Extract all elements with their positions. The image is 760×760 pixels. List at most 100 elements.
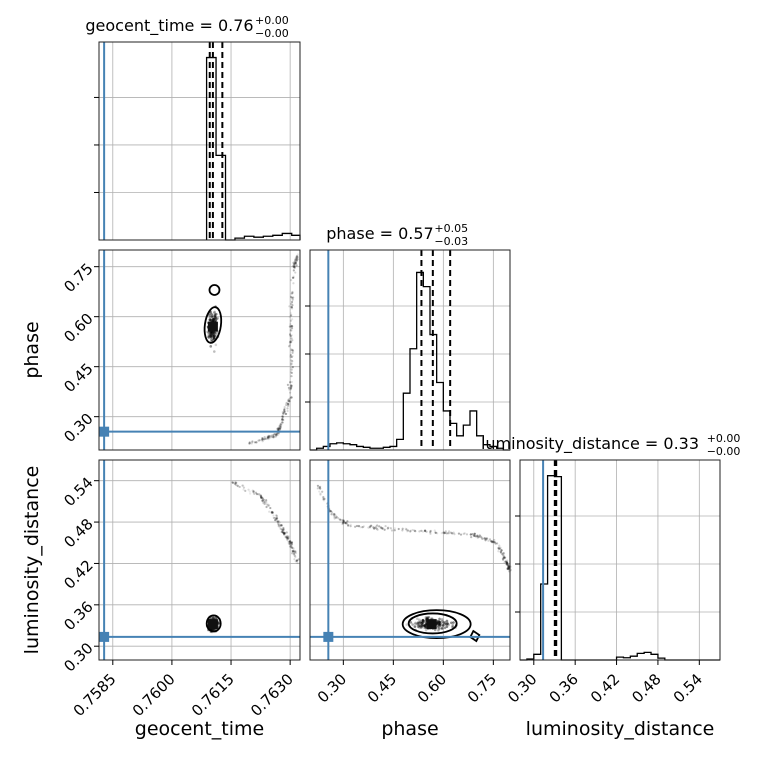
- sample-point: [503, 552, 505, 554]
- sample-point: [451, 532, 453, 534]
- sample-point: [420, 530, 422, 532]
- truth-point: [99, 427, 109, 437]
- x-tick-label: 0.7600: [129, 670, 179, 720]
- density-peak: [427, 619, 437, 629]
- y-tick-label: 0.45: [60, 360, 96, 396]
- sample-point: [269, 507, 271, 509]
- x-tick-label: 0.7615: [188, 670, 238, 720]
- sample-point: [281, 418, 283, 420]
- title-plus: +0.00: [707, 432, 741, 445]
- x-tick-label: 0.7585: [70, 670, 120, 720]
- sample-point: [492, 540, 494, 542]
- sample-point: [429, 531, 431, 533]
- axis-frame: [310, 460, 510, 660]
- sample-point: [441, 627, 444, 630]
- x-tick-label: 0.7630: [247, 670, 297, 720]
- sample-point: [446, 625, 449, 628]
- title-plus: +0.05: [434, 222, 468, 235]
- sample-point: [446, 620, 449, 623]
- sample-point: [277, 521, 279, 523]
- x-axis-label-geocent_time: geocent_time: [135, 718, 264, 740]
- sample-point: [487, 540, 489, 542]
- sample-point: [347, 524, 349, 526]
- y-tick-label: 0.36: [60, 598, 96, 634]
- sample-point: [291, 369, 293, 371]
- sample-point: [286, 407, 288, 409]
- sample-point: [354, 526, 356, 528]
- sample-point: [321, 491, 323, 493]
- sample-point: [290, 320, 292, 322]
- sample-point: [287, 405, 289, 407]
- sample-point: [213, 332, 216, 335]
- sample-point: [453, 533, 455, 535]
- sample-point: [234, 481, 236, 483]
- sample-point: [330, 513, 332, 515]
- sample-point: [350, 524, 352, 526]
- histogram-luminosity_distance: [520, 476, 720, 660]
- sample-point: [242, 489, 244, 491]
- y-tick-label: 0.48: [60, 515, 96, 551]
- sample-point: [291, 301, 293, 303]
- sample-point: [214, 314, 217, 317]
- sample-point: [262, 502, 264, 504]
- sample-point: [296, 255, 298, 257]
- sample-point: [215, 344, 218, 347]
- sample-point: [387, 527, 389, 529]
- diag-panel-luminosity_distance: luminosity_distance = 0.33 +0.00−0.00: [481, 432, 740, 660]
- sample-point: [292, 350, 294, 352]
- sample-point: [293, 269, 295, 271]
- sample-point: [281, 524, 283, 526]
- title-minus: −0.03: [434, 235, 468, 248]
- sample-point: [257, 493, 259, 495]
- title-minus: −0.00: [707, 445, 741, 458]
- sample-point: [289, 392, 291, 394]
- sample-point: [435, 532, 437, 534]
- sample-point: [466, 533, 468, 535]
- sample-point: [213, 350, 216, 353]
- axis-frame: [99, 460, 300, 660]
- sample-point: [358, 525, 360, 527]
- sample-point: [290, 279, 292, 281]
- sample-point: [290, 545, 292, 547]
- sample-point: [319, 494, 321, 496]
- diag-panel-phase: phase = 0.57 +0.05−0.03: [305, 222, 510, 450]
- sample-point: [263, 499, 265, 501]
- y-tick-label: 0.42: [60, 556, 96, 592]
- sample-point: [289, 323, 291, 325]
- sample-point: [391, 529, 393, 531]
- sample-point: [283, 409, 285, 411]
- sample-point: [323, 499, 325, 501]
- sample-point: [254, 441, 256, 443]
- sample-point: [414, 530, 416, 532]
- sample-point: [292, 277, 294, 279]
- sample-point: [291, 547, 293, 549]
- contour-mode2: [209, 285, 219, 295]
- sample-point: [485, 538, 487, 540]
- sample-point: [289, 356, 291, 358]
- sample-point: [296, 562, 298, 564]
- sample-point: [291, 325, 293, 327]
- sample-point: [259, 439, 261, 441]
- sample-point: [376, 524, 378, 526]
- panel-title: luminosity_distance = 0.33 +0.00−0.00: [481, 432, 740, 458]
- sample-point: [208, 318, 211, 321]
- sample-point: [296, 258, 298, 260]
- y-tick-label: 0.30: [60, 410, 96, 446]
- sample-point: [273, 517, 275, 519]
- sample-point: [287, 410, 289, 412]
- sample-point: [249, 441, 251, 443]
- panel-title: geocent_time = 0.76 +0.00−0.00: [85, 14, 288, 40]
- sample-point: [405, 528, 407, 530]
- sample-point: [336, 516, 338, 518]
- sample-point: [209, 316, 212, 319]
- sample-point: [409, 530, 411, 532]
- sample-point: [285, 413, 287, 415]
- sample-point: [451, 624, 454, 627]
- sample-point: [272, 514, 274, 516]
- axis-frame: [520, 460, 720, 660]
- y-axis-label-phase: phase: [21, 321, 43, 378]
- histogram-geocent_time: [207, 58, 300, 240]
- sample-point: [499, 548, 501, 550]
- sample-point: [290, 314, 292, 316]
- sample-point: [425, 629, 428, 632]
